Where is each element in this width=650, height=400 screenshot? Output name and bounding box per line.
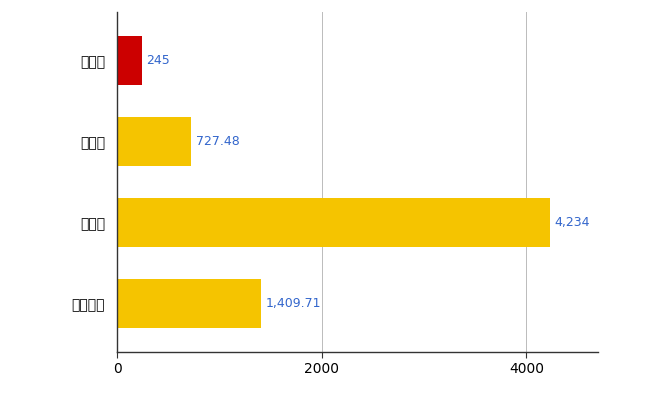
Text: 4,234: 4,234 (554, 216, 590, 229)
Bar (117, 117, 192, 166)
Bar (117, 36, 142, 85)
Text: 1,409.71: 1,409.71 (265, 297, 321, 310)
Bar (117, 198, 551, 247)
Text: 727.48: 727.48 (196, 135, 239, 148)
Text: 245: 245 (146, 54, 170, 67)
Bar (117, 279, 261, 328)
